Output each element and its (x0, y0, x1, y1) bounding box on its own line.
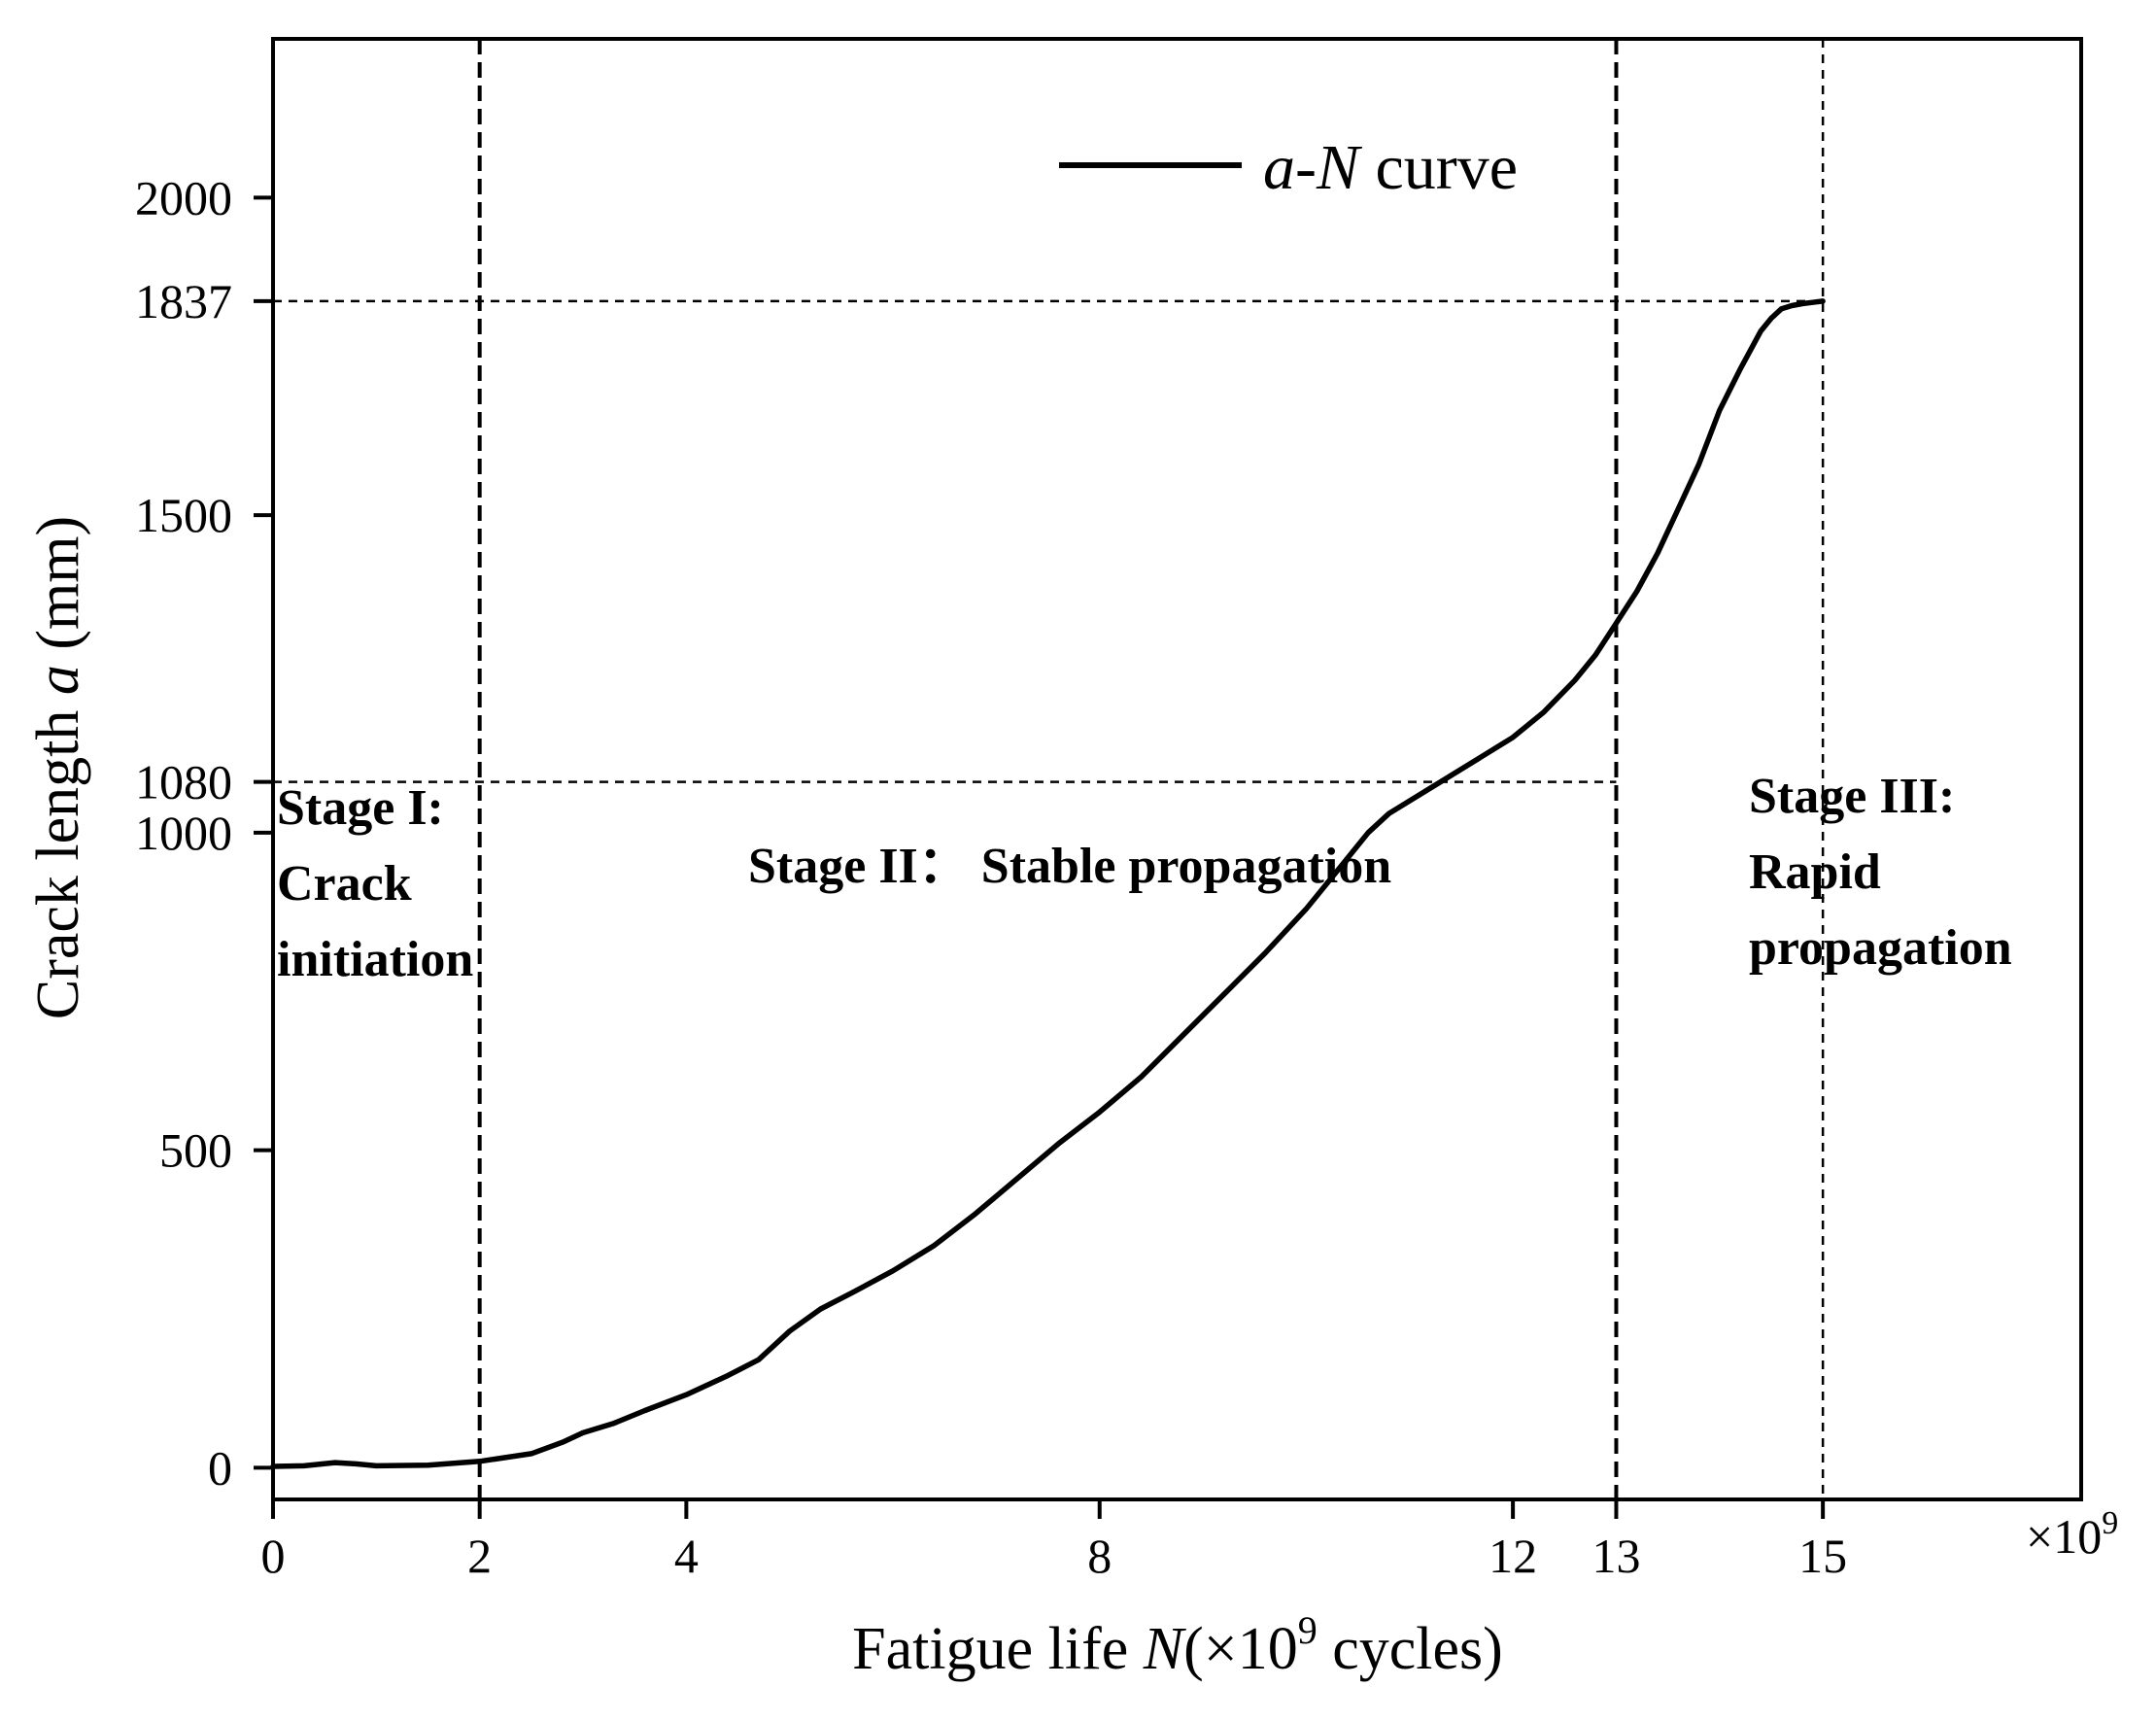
y-axis-title-suffix: (mm) (25, 516, 91, 665)
x-tick-label-4: 4 (674, 1529, 699, 1583)
stage-1-line-3: initiation (277, 932, 473, 987)
legend-var-n: N (1316, 132, 1363, 203)
stage-3-line-1: Stage III: (1749, 769, 1955, 824)
x-multiplier-label: ×109 (2026, 1505, 2118, 1564)
x-tick-label-13: 13 (1591, 1529, 1640, 1583)
y-axis-title-var: a (25, 665, 91, 695)
x-tick-label-0: 0 (261, 1529, 286, 1583)
x-tick-label-12: 12 (1489, 1529, 1537, 1583)
x-axis-title-sup: 9 (1298, 1608, 1318, 1652)
stage-3-line-2: Rapid (1749, 844, 1881, 900)
y-axis-title-prefix: Crack length (25, 695, 91, 1019)
stage-1-line-2: Crack (277, 856, 412, 912)
x-tick-label-2: 2 (467, 1529, 492, 1583)
curve-layer (270, 298, 1826, 1469)
legend: a-N curve (1059, 132, 1518, 203)
stage-divider-lines (477, 39, 1825, 1499)
stage-1-label: Stage I: Crack initiation (277, 780, 473, 987)
y-tick-label-1000: 1000 (135, 806, 232, 860)
y-tick-label-1837: 1837 (135, 274, 232, 328)
plot-frame (271, 37, 2083, 1501)
y-axis-title: Crack length a (mm) (25, 516, 91, 1019)
stage-1-line-1: Stage I: (277, 780, 444, 836)
x-multiplier-base: ×10 (2026, 1509, 2102, 1564)
a-n-curve-line (270, 298, 1826, 1469)
stage-3-line-3: propagation (1749, 920, 2012, 976)
x-tick-label-8: 8 (1087, 1529, 1112, 1583)
y-tick-label-2000: 2000 (135, 170, 232, 224)
legend-suffix: curve (1359, 132, 1518, 203)
y-tick-label-1080: 1080 (135, 755, 232, 809)
legend-var-a: a (1263, 132, 1295, 203)
x-tick-label-15: 15 (1798, 1529, 1847, 1583)
stage-3-label: Stage III: Rapid propagation (1749, 769, 2012, 976)
x-axis-title-prefix: Fatigue life (852, 1616, 1144, 1682)
legend-dash: - (1295, 132, 1317, 203)
x-axis-ticks: 0 2 4 8 12 13 15 (261, 1499, 1847, 1583)
x-axis-title-mid: (×10 (1183, 1616, 1298, 1682)
y-tick-label-0: 0 (208, 1440, 232, 1495)
x-axis-title-suffix: cycles) (1318, 1616, 1503, 1682)
stage-2-label: Stage II： Stable propagation (748, 839, 1391, 894)
x-multiplier-exp: 9 (2102, 1505, 2118, 1541)
y-tick-label-1500: 1500 (135, 488, 232, 542)
y-tick-label-500: 500 (159, 1123, 232, 1178)
reference-lines (273, 299, 1824, 783)
x-axis-title-var: N (1143, 1616, 1187, 1682)
x-axis-title: Fatigue life N(×109 cycles) (852, 1608, 1503, 1682)
legend-label: a-N curve (1263, 132, 1518, 203)
